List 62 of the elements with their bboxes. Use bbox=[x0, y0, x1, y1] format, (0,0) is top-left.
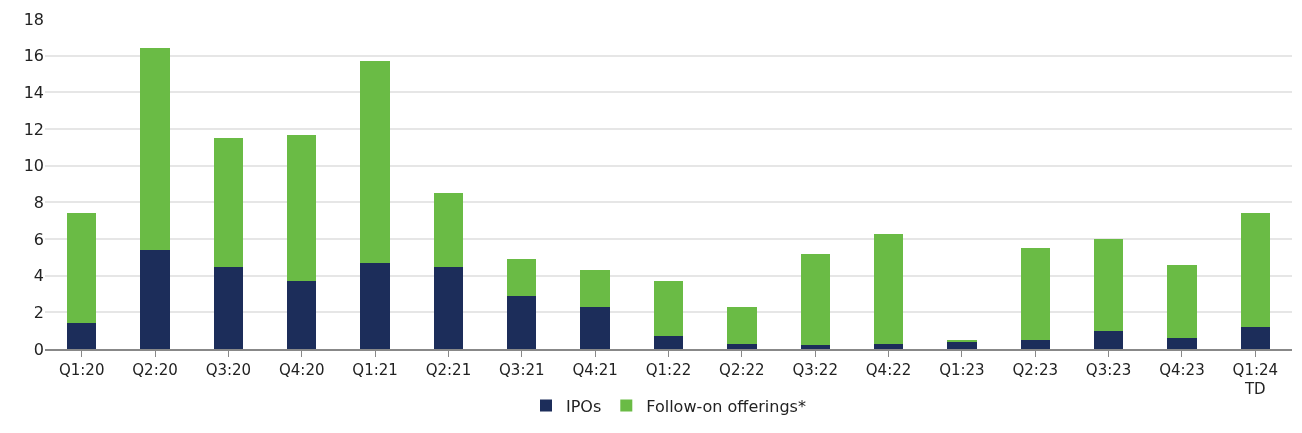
bar bbox=[360, 262, 390, 349]
bar bbox=[1093, 239, 1124, 331]
x-tick-label: Q2:21 bbox=[425, 360, 472, 379]
bar bbox=[433, 266, 464, 349]
x-tick-label: Q1:23 bbox=[939, 360, 985, 379]
x-tick-label: Q1:22 bbox=[645, 360, 692, 379]
bar bbox=[1167, 264, 1197, 338]
y-tick-label: 18 bbox=[23, 9, 44, 29]
legend-label: IPOs bbox=[566, 396, 602, 416]
bar bbox=[873, 343, 904, 349]
bar bbox=[580, 270, 610, 307]
bar bbox=[800, 253, 830, 346]
x-tick-label: Q3:20 bbox=[205, 360, 252, 379]
bar bbox=[360, 61, 390, 263]
bar bbox=[947, 341, 977, 349]
bar bbox=[1240, 213, 1270, 327]
bar bbox=[800, 345, 830, 349]
legend-label: Follow-on offerings* bbox=[646, 396, 806, 416]
bar bbox=[1167, 338, 1197, 349]
bar bbox=[287, 281, 317, 349]
x-tick-label: Q3:22 bbox=[792, 360, 838, 379]
bar bbox=[67, 323, 97, 349]
bar bbox=[140, 48, 170, 250]
x-tick-label: Q2:23 bbox=[1012, 360, 1059, 379]
bar bbox=[287, 134, 317, 282]
y-tick-label: 4 bbox=[33, 266, 44, 286]
x-tick-label: Q1:20 bbox=[58, 360, 105, 379]
y-tick-label: 0 bbox=[33, 339, 44, 359]
bar bbox=[1020, 339, 1050, 349]
x-tick-label: Q4:21 bbox=[572, 360, 618, 379]
x-tick-label: Q4:23 bbox=[1159, 360, 1205, 379]
y-tick-label: 10 bbox=[23, 156, 44, 176]
x-tick-label: Q1:21 bbox=[352, 360, 398, 379]
bar bbox=[727, 343, 757, 349]
bar bbox=[1240, 327, 1270, 349]
x-tick-label: Q3:23 bbox=[1085, 360, 1132, 379]
bar bbox=[433, 193, 464, 267]
bar bbox=[1020, 248, 1050, 340]
x-tick-label: Q4:20 bbox=[278, 360, 325, 379]
bar bbox=[873, 233, 904, 344]
bar bbox=[1093, 330, 1124, 349]
bar bbox=[727, 306, 757, 344]
bar bbox=[213, 138, 244, 267]
x-tick-label: Q3:21 bbox=[499, 360, 545, 379]
bar bbox=[653, 336, 684, 349]
x-tick-label: Q1:24 TD bbox=[1232, 360, 1279, 399]
x-tick-label: Q2:20 bbox=[132, 360, 178, 379]
bar bbox=[140, 250, 170, 349]
y-tick-label: 2 bbox=[33, 302, 44, 322]
bar bbox=[67, 213, 97, 324]
bar bbox=[507, 259, 537, 296]
bar bbox=[653, 281, 684, 337]
bar bbox=[580, 306, 610, 349]
y-tick-label: 14 bbox=[23, 82, 44, 102]
x-tick-label: Q2:22 bbox=[719, 360, 765, 379]
y-tick-label: 12 bbox=[23, 119, 44, 139]
bar bbox=[213, 266, 244, 349]
bar bbox=[507, 295, 537, 349]
x-tick-label: Q4:22 bbox=[865, 360, 912, 379]
y-tick-label: 6 bbox=[33, 229, 44, 249]
y-tick-label: 8 bbox=[33, 192, 44, 212]
y-tick-label: 16 bbox=[23, 46, 44, 66]
